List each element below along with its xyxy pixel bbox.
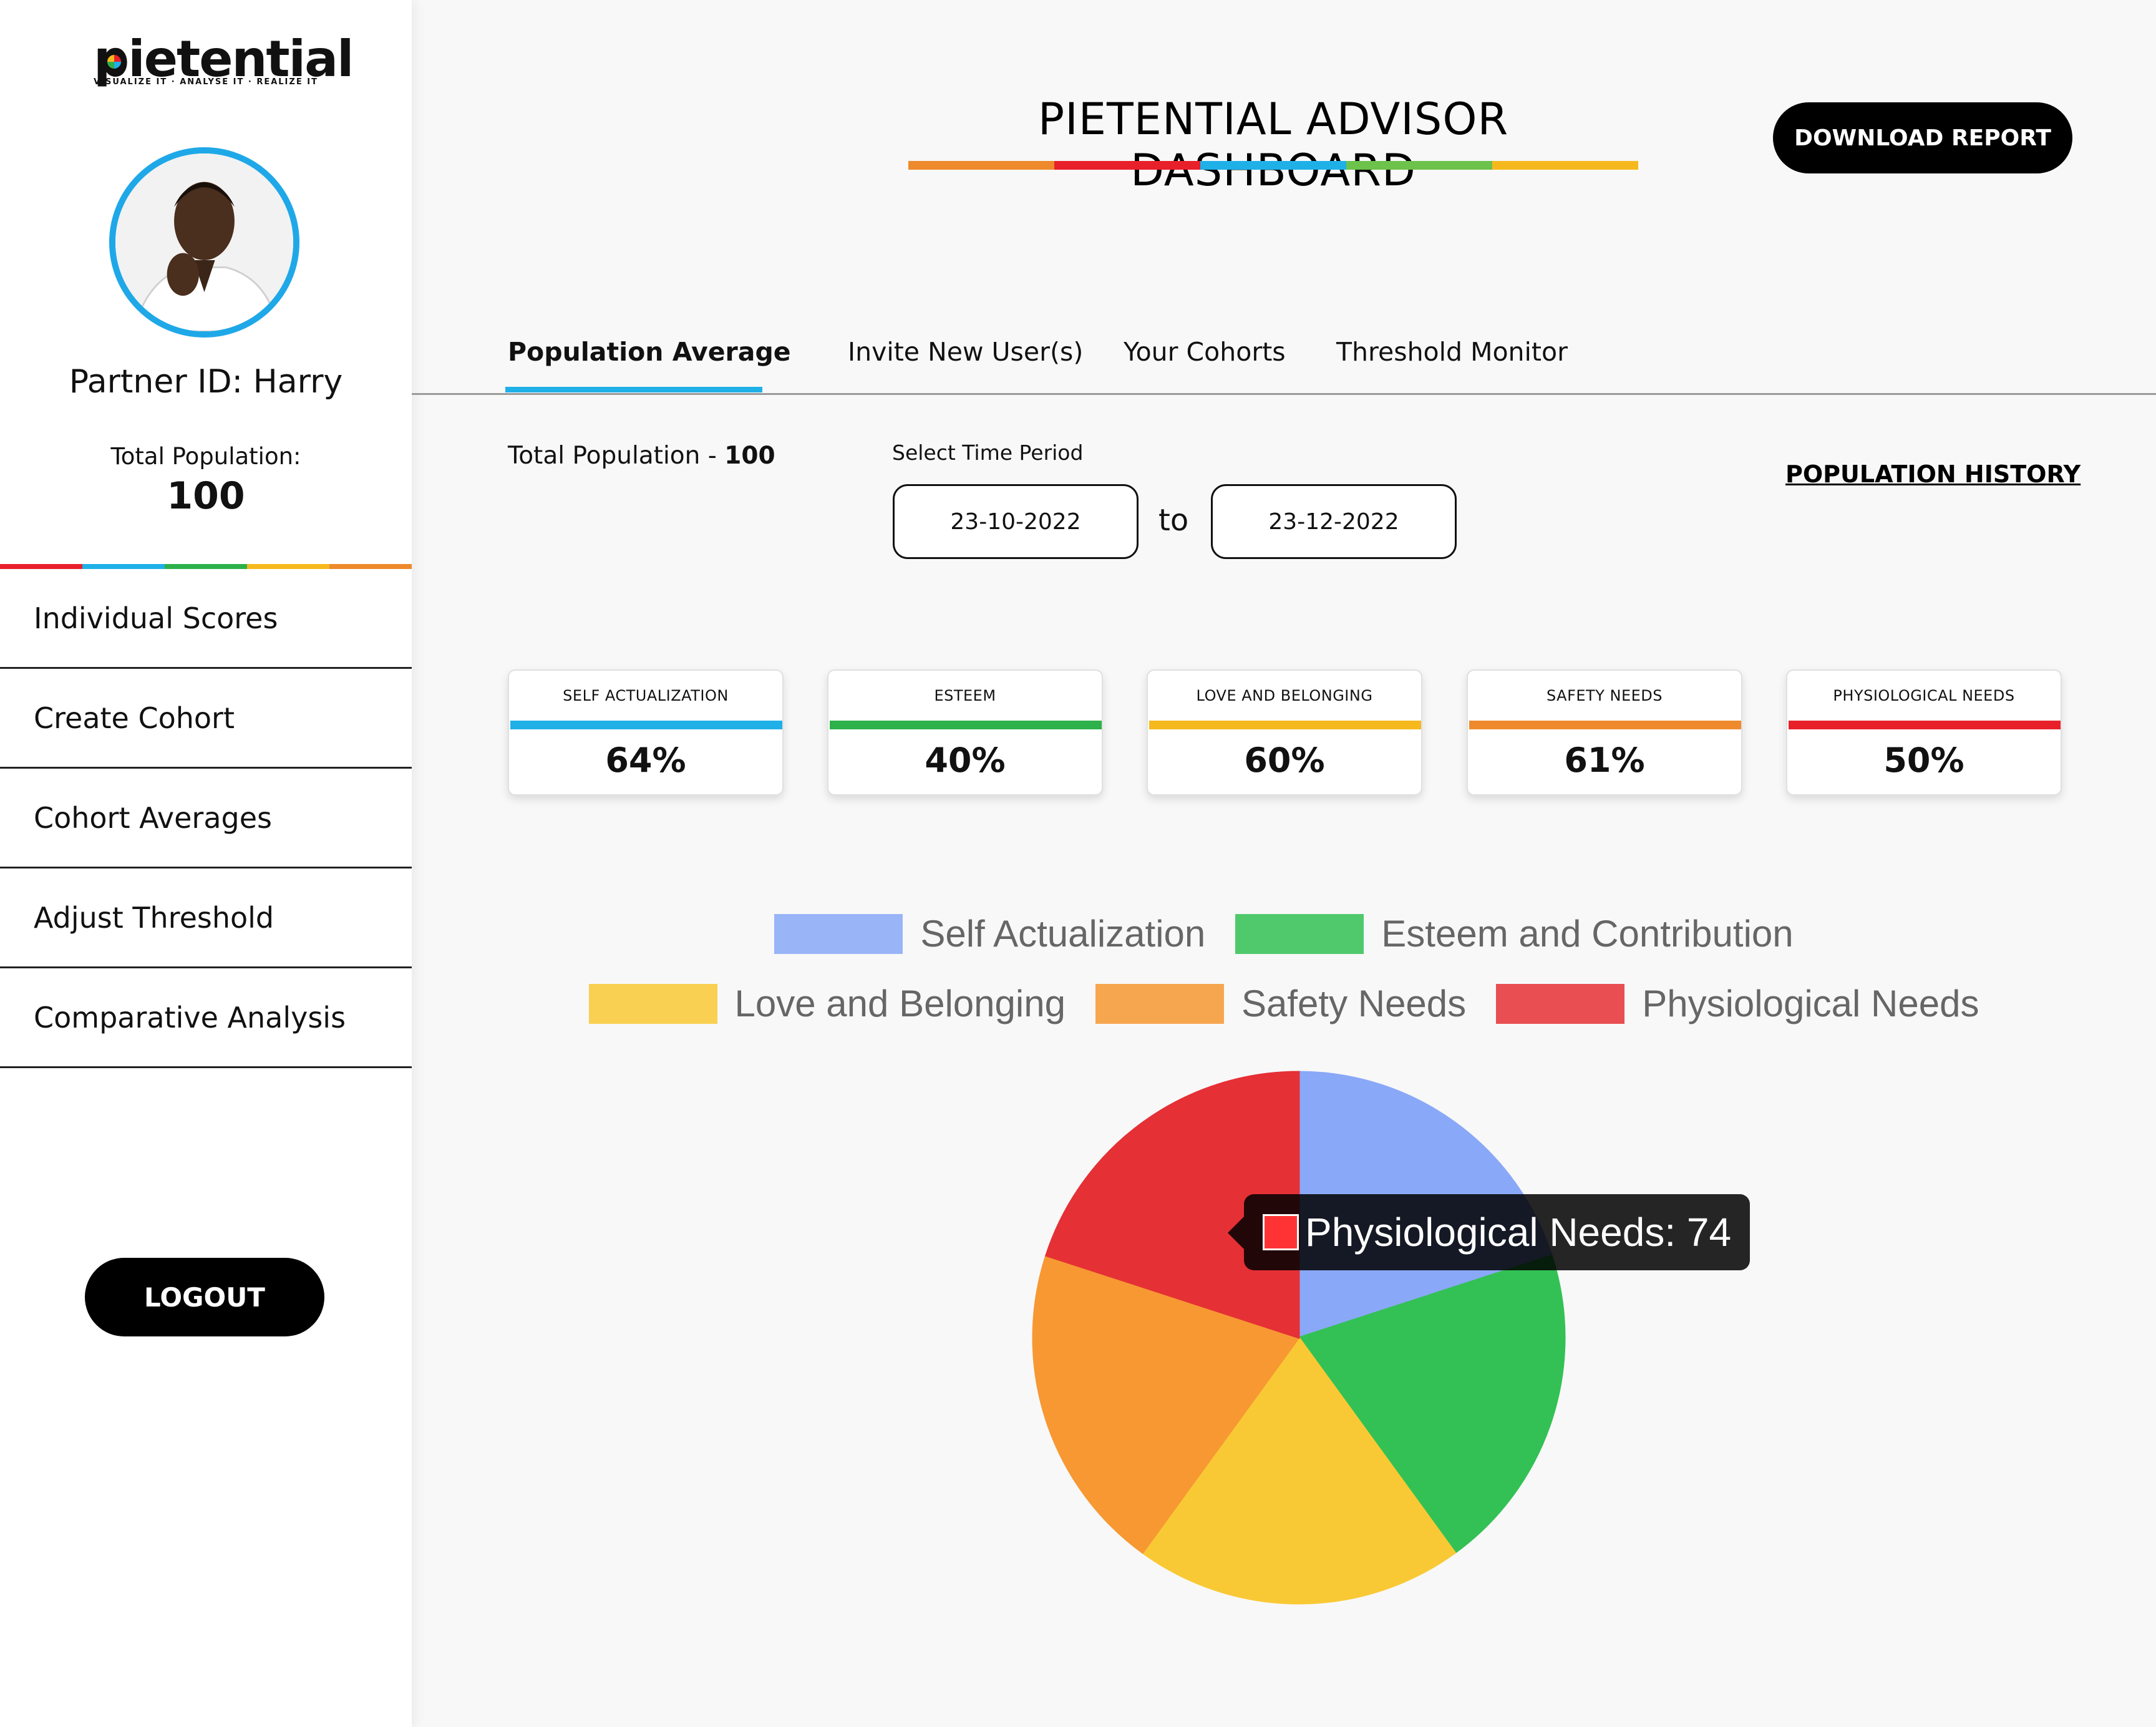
sidebar: pietential VISUALIZE IT · ANALYSE IT · R… xyxy=(0,0,412,1727)
legend-swatch xyxy=(1095,983,1224,1024)
sidebar-item-cohort-averages[interactable]: Cohort Averages xyxy=(0,769,412,868)
rainbow-segment xyxy=(1346,161,1492,170)
legend-swatch xyxy=(1235,913,1364,954)
score-card-label: ESTEEM xyxy=(934,687,996,704)
pie-slice-safety-needs[interactable] xyxy=(1032,1254,1301,1554)
pie-slice-love-and-belonging[interactable] xyxy=(1141,1336,1457,1605)
score-card-label: LOVE AND BELONGING xyxy=(1196,687,1373,704)
legend-label: Esteem and Contribution xyxy=(1381,913,1794,955)
score-card-color-bar xyxy=(830,721,1102,729)
population-history-link[interactable]: POPULATION HISTORY xyxy=(1785,460,2081,488)
legend-label: Physiological Needs xyxy=(1642,983,1979,1024)
legend-label: Self Actualization xyxy=(920,913,1206,955)
score-card-label: SELF ACTUALIZATION xyxy=(563,687,729,704)
pie-slice-physiological-needs[interactable] xyxy=(1044,1071,1300,1340)
date-range-to-label: to xyxy=(1158,503,1189,538)
score-card-physiological-needs: PHYSIOLOGICAL NEEDS 50% xyxy=(1786,669,2062,795)
main-total-population: Total Population - 100 xyxy=(508,442,775,470)
sidebar-item-comparative-analysis[interactable]: Comparative Analysis xyxy=(0,968,412,1068)
logo-tagline: VISUALIZE IT · ANALYSE IT · REALIZE IT xyxy=(94,77,318,87)
active-tab-indicator xyxy=(505,387,762,392)
sidebar-item-individual-scores[interactable]: Individual Scores xyxy=(0,569,412,669)
logout-button[interactable]: LOGOUT xyxy=(85,1258,324,1336)
score-card-esteem: ESTEEM 40% xyxy=(827,669,1103,795)
logo: pietential xyxy=(94,30,354,94)
score-card-color-bar xyxy=(1149,721,1421,729)
sidebar-item-create-cohort[interactable]: Create Cohort xyxy=(0,669,412,769)
pie-slice-esteem-and-contribution[interactable] xyxy=(1297,1254,1566,1554)
score-card-value: 61% xyxy=(1564,741,1645,780)
partner-id: Partner ID: Harry xyxy=(69,363,343,401)
total-population-value: 100 xyxy=(167,474,245,518)
score-card-safety-needs: SAFETY NEEDS 61% xyxy=(1467,669,1742,795)
tooltip-arrow xyxy=(1228,1217,1244,1249)
profile-photo-icon xyxy=(115,153,293,331)
page-title: PIETENTIAL ADVISOR DASHBOARD xyxy=(1037,94,1509,196)
title-rainbow-underline xyxy=(908,161,1638,170)
start-date-input[interactable] xyxy=(893,484,1139,559)
legend-swatch xyxy=(588,983,717,1024)
sidebar-nav: Individual Scores Create Cohort Cohort A… xyxy=(0,569,412,1068)
sidebar-item-adjust-threshold[interactable]: Adjust Threshold xyxy=(0,868,412,968)
legend-label: Love and Belonging xyxy=(734,983,1066,1024)
rainbow-segment xyxy=(908,161,1054,170)
tab-invite-new-users[interactable]: Invite New User(s) xyxy=(848,337,1084,367)
tab-threshold-monitor[interactable]: Threshold Monitor xyxy=(1336,337,1568,367)
rainbow-segment xyxy=(0,564,82,569)
legend-label: Safety Needs xyxy=(1241,983,1467,1024)
logo-text: pietential xyxy=(94,30,354,88)
rainbow-segment xyxy=(247,564,329,569)
time-period-label: Select Time Period xyxy=(892,440,1084,465)
chart-legend-row-1: Self Actualization Esteem and Contributi… xyxy=(412,912,2156,955)
main-total-population-label: Total Population - xyxy=(508,442,725,470)
tabs-divider xyxy=(412,393,2156,395)
legend-item-physiological-needs[interactable]: Physiological Needs xyxy=(1496,982,1979,1025)
tab-population-average[interactable]: Population Average xyxy=(508,337,791,367)
score-card-value: 50% xyxy=(1883,741,1964,780)
score-card-label: SAFETY NEEDS xyxy=(1546,687,1663,704)
rainbow-segment xyxy=(1200,161,1346,170)
score-card-love-and-belonging: LOVE AND BELONGING 60% xyxy=(1147,669,1422,795)
tooltip-swatch xyxy=(1263,1214,1299,1250)
legend-swatch xyxy=(774,913,903,954)
rainbow-segment xyxy=(1054,161,1200,170)
tab-your-cohorts[interactable]: Your Cohorts xyxy=(1124,337,1286,367)
score-card-color-bar xyxy=(510,721,782,729)
rainbow-segment xyxy=(165,564,247,569)
chart-legend-row-2: Love and Belonging Safety Needs Physiolo… xyxy=(412,982,2156,1025)
sidebar-rainbow-divider xyxy=(0,564,412,569)
score-card-color-bar xyxy=(1469,721,1741,729)
legend-item-esteem-and-contribution[interactable]: Esteem and Contribution xyxy=(1235,912,1794,955)
chart-tooltip: Physiological Needs: 74 xyxy=(1228,1194,1751,1270)
score-card-color-bar xyxy=(1789,721,2061,729)
legend-swatch xyxy=(1496,983,1625,1024)
score-card-label: PHYSIOLOGICAL NEEDS xyxy=(1833,687,2015,704)
download-report-button[interactable]: DOWNLOAD REPORT xyxy=(1773,102,2072,173)
avatar xyxy=(109,147,299,338)
end-date-input[interactable] xyxy=(1211,484,1457,559)
rainbow-segment xyxy=(82,564,165,569)
main-total-population-value: 100 xyxy=(724,442,775,470)
rainbow-segment xyxy=(329,564,412,569)
score-card-value: 64% xyxy=(605,741,686,780)
score-card-self-actualization: SELF ACTUALIZATION 64% xyxy=(508,669,784,795)
score-card-value: 40% xyxy=(925,741,1006,780)
score-card-value: 60% xyxy=(1244,741,1325,780)
legend-item-love-and-belonging[interactable]: Love and Belonging xyxy=(588,982,1066,1025)
tooltip-text: Physiological Needs: 74 xyxy=(1305,1210,1732,1255)
rainbow-segment xyxy=(1492,161,1638,170)
legend-item-safety-needs[interactable]: Safety Needs xyxy=(1095,982,1466,1025)
logo-mark-icon xyxy=(105,52,124,71)
legend-item-self-actualization[interactable]: Self Actualization xyxy=(774,912,1205,955)
total-population-label: Total Population: xyxy=(110,443,301,470)
